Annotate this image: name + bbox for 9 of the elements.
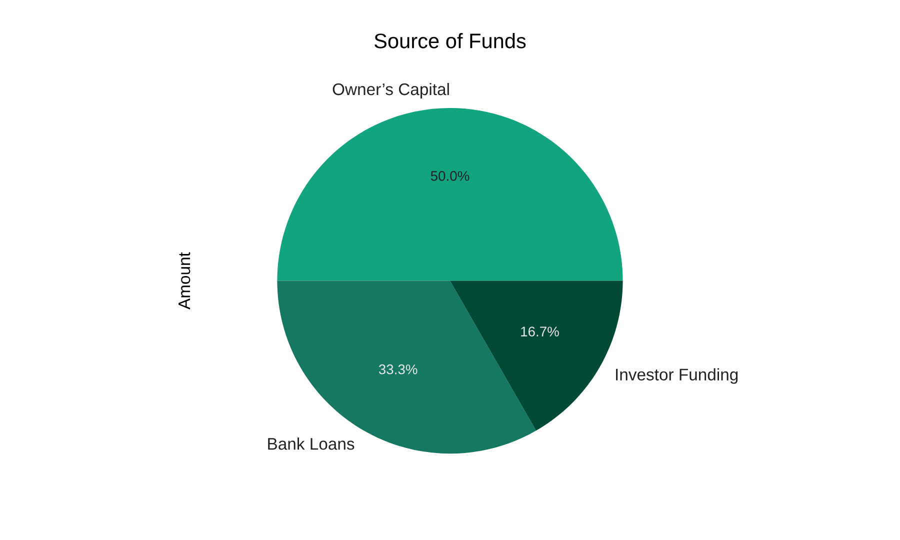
slice-label: Investor Funding [616,368,738,384]
data-label: 50.0% [430,171,470,181]
slice-label: Bank Loans [268,438,354,450]
pie-slice [277,108,623,281]
slice-label: Owner’s Capital [332,82,449,98]
text: Amount [178,252,190,310]
data-label: 16.7% [521,326,559,336]
data-label: 33.3% [378,364,418,374]
chart-title: Source of Funds [374,33,526,48]
